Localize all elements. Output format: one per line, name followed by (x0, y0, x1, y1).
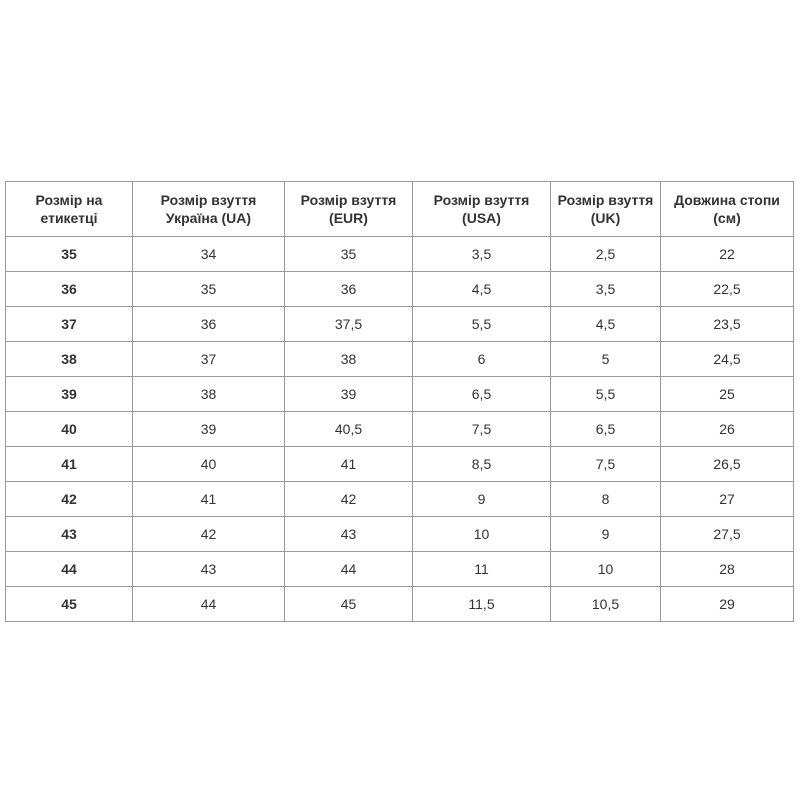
table-cell: 38 (132, 376, 285, 412)
table-cell: 10,5 (550, 586, 661, 622)
table-cell: 29 (660, 586, 794, 622)
table-row: 44 43 44 11 10 28 (5, 551, 794, 587)
table-row: 45 44 45 11,5 10,5 29 (5, 586, 794, 622)
table-cell: 11,5 (412, 586, 551, 622)
table-cell: 28 (660, 551, 794, 587)
table-cell: 22 (660, 236, 794, 272)
table-cell: 5,5 (412, 306, 551, 342)
table-cell: 36 (5, 271, 133, 307)
table-cell: 37,5 (284, 306, 413, 342)
table-cell: 24,5 (660, 341, 794, 377)
table-cell: 36 (132, 306, 285, 342)
table-cell: 11 (412, 551, 551, 587)
table-row: 35 34 35 3,5 2,5 22 (5, 236, 794, 272)
table-cell: 41 (284, 446, 413, 482)
table-cell: 38 (5, 341, 133, 377)
table-cell: 35 (284, 236, 413, 272)
table-cell: 45 (5, 586, 133, 622)
table-cell: 3,5 (412, 236, 551, 272)
table-cell: 41 (132, 481, 285, 517)
column-header: Розмір взуття (USA) (412, 181, 551, 237)
table-cell: 4,5 (550, 306, 661, 342)
table-row: 43 42 43 10 9 27,5 (5, 516, 794, 552)
table-cell: 40,5 (284, 411, 413, 447)
table-cell: 43 (132, 551, 285, 587)
table-cell: 6,5 (550, 411, 661, 447)
table-cell: 4,5 (412, 271, 551, 307)
size-chart-table: Розмір на етикетці Розмір взуття Україна … (5, 181, 794, 622)
table-cell: 43 (284, 516, 413, 552)
table-cell: 3,5 (550, 271, 661, 307)
table-cell: 25 (660, 376, 794, 412)
table-cell: 38 (284, 341, 413, 377)
table-cell: 39 (132, 411, 285, 447)
table-row: 39 38 39 6,5 5,5 25 (5, 376, 794, 412)
table-cell: 2,5 (550, 236, 661, 272)
table-cell: 37 (5, 306, 133, 342)
table-row: 40 39 40,5 7,5 6,5 26 (5, 411, 794, 447)
table-cell: 10 (550, 551, 661, 587)
column-header: Розмір взуття (EUR) (284, 181, 413, 237)
table-cell: 8,5 (412, 446, 551, 482)
table-cell: 27 (660, 481, 794, 517)
header-row: Розмір на етикетці Розмір взуття Україна … (5, 181, 794, 237)
table-cell: 27,5 (660, 516, 794, 552)
table-cell: 34 (132, 236, 285, 272)
table-row: 38 37 38 6 5 24,5 (5, 341, 794, 377)
column-header: Розмір взуття Україна (UA) (132, 181, 285, 237)
table-cell: 10 (412, 516, 551, 552)
table-cell: 42 (284, 481, 413, 517)
column-header: Довжина стопи (см) (660, 181, 794, 237)
table-cell: 36 (284, 271, 413, 307)
table-row: 41 40 41 8,5 7,5 26,5 (5, 446, 794, 482)
table-cell: 5,5 (550, 376, 661, 412)
column-header: Розмір взуття (UK) (550, 181, 661, 237)
table-row: 36 35 36 4,5 3,5 22,5 (5, 271, 794, 307)
table-cell: 26,5 (660, 446, 794, 482)
table-cell: 6 (412, 341, 551, 377)
table-cell: 41 (5, 446, 133, 482)
table-cell: 8 (550, 481, 661, 517)
table-cell: 44 (132, 586, 285, 622)
table-cell: 40 (5, 411, 133, 447)
table-cell: 22,5 (660, 271, 794, 307)
table-row: 42 41 42 9 8 27 (5, 481, 794, 517)
table-cell: 23,5 (660, 306, 794, 342)
table-cell: 35 (5, 236, 133, 272)
table-cell: 9 (412, 481, 551, 517)
table-cell: 35 (132, 271, 285, 307)
table-cell: 44 (284, 551, 413, 587)
table-cell: 7,5 (550, 446, 661, 482)
table-cell: 37 (132, 341, 285, 377)
table-cell: 5 (550, 341, 661, 377)
table-cell: 39 (5, 376, 133, 412)
table-cell: 40 (132, 446, 285, 482)
table-cell: 26 (660, 411, 794, 447)
table-cell: 9 (550, 516, 661, 552)
table-row: 37 36 37,5 5,5 4,5 23,5 (5, 306, 794, 342)
column-header: Розмір на етикетці (5, 181, 133, 237)
table-cell: 42 (132, 516, 285, 552)
table-cell: 7,5 (412, 411, 551, 447)
table-cell: 42 (5, 481, 133, 517)
table-cell: 45 (284, 586, 413, 622)
table-cell: 39 (284, 376, 413, 412)
table-cell: 43 (5, 516, 133, 552)
table-cell: 44 (5, 551, 133, 587)
table-cell: 6,5 (412, 376, 551, 412)
